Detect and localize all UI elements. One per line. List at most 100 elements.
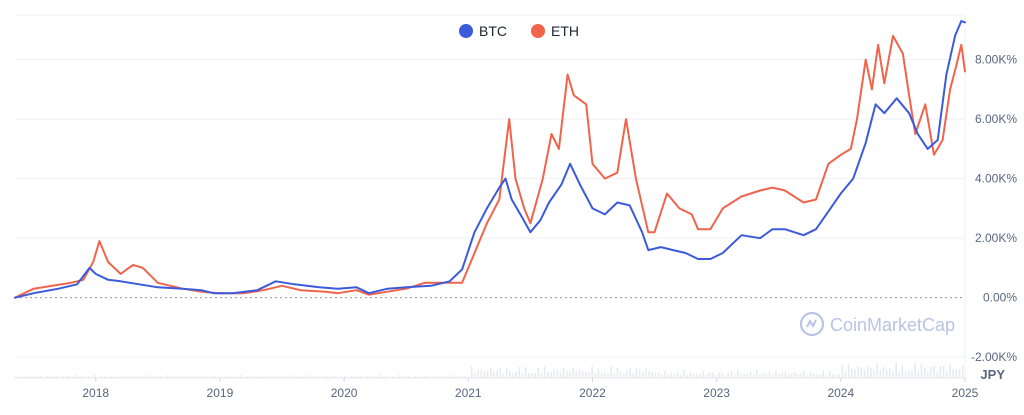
volume-bar (268, 375, 270, 378)
volume-bar (939, 366, 942, 378)
volume-bar (667, 374, 669, 378)
volume-bar (505, 368, 508, 378)
volume-bar (762, 373, 764, 378)
volume-bar (255, 376, 258, 378)
volume-bar (771, 374, 774, 378)
x-tick-label: 2020 (331, 386, 358, 400)
volume-bar (933, 365, 935, 378)
volume-bar (312, 375, 315, 378)
volume-bar (819, 374, 821, 378)
volume-bar (569, 371, 571, 378)
x-axis-ticks: 2018 2019 2020 2021 2022 2023 2024 2025 (15, 377, 979, 400)
volume-bar (765, 373, 768, 378)
volume-bar (540, 373, 543, 378)
volume-bar (775, 370, 777, 378)
volume-bar (490, 367, 492, 378)
volume-bar (195, 375, 198, 378)
x-tick-label: 2022 (579, 386, 606, 400)
volume-bar (284, 376, 286, 378)
volume-bar (224, 376, 226, 378)
coinmarketcap-logo-icon (799, 311, 825, 337)
volume-bar (730, 371, 733, 378)
watermark-text: CoinMarketCap (830, 315, 955, 335)
volume-bar (566, 370, 568, 378)
volume-bar (328, 376, 331, 378)
volume-bar (936, 371, 939, 378)
volume-bar (246, 376, 248, 378)
volume-bar (515, 371, 517, 378)
volume-bar (591, 366, 593, 378)
volume-bar (303, 376, 305, 378)
volume-bar (648, 370, 650, 378)
volume-bar (366, 376, 369, 378)
volume-bar (961, 365, 964, 378)
volume-bar (220, 375, 223, 378)
volume-bar (477, 369, 479, 378)
volume-bar (157, 376, 160, 378)
volume-bar (816, 374, 818, 378)
volume-bar (347, 376, 350, 378)
volume-bar (904, 371, 907, 378)
volume-bar (768, 372, 771, 378)
volume-bar (835, 374, 837, 378)
volume-bar (585, 371, 587, 378)
volume-bar (882, 367, 885, 378)
volume-bar (277, 375, 280, 378)
volume-bar (372, 376, 375, 378)
volume-bar (562, 367, 565, 378)
volume-bar (743, 374, 745, 378)
grid-lines (15, 14, 966, 378)
volume-bar (353, 375, 356, 378)
volume-bar (56, 375, 58, 378)
volume-bar (588, 372, 590, 378)
volume-bar (414, 375, 416, 378)
volume-bar (708, 372, 711, 378)
volume-bar (376, 376, 378, 378)
series-line-eth (14, 34, 966, 299)
volume-bar (53, 376, 55, 378)
volume-bar (661, 374, 663, 378)
volume-bar (173, 375, 175, 378)
volume-bars (15, 362, 964, 378)
volume-bar (369, 376, 372, 378)
volume-bar (749, 371, 752, 378)
volume-bar (100, 375, 103, 378)
volume-bar (24, 376, 27, 378)
volume-bar (455, 376, 457, 378)
volume-bar (395, 376, 397, 378)
volume-bar (357, 376, 359, 378)
volume-bar (822, 370, 825, 378)
volume-bar (654, 372, 657, 378)
volume-bar (445, 375, 448, 378)
volume-bar (116, 376, 118, 378)
volume-bar (338, 376, 340, 378)
volume-bar (322, 376, 324, 378)
volume-bar (496, 370, 498, 378)
volume-bar (600, 373, 603, 378)
volume-bar (923, 367, 926, 378)
volume-bar (442, 376, 445, 378)
volume-bar (806, 374, 809, 378)
volume-bar (721, 372, 723, 378)
volume-bar (433, 375, 435, 378)
volume-bar (40, 375, 42, 378)
volume-bar (632, 373, 635, 378)
volume-bar (122, 375, 125, 378)
volume-bar (15, 376, 17, 378)
volume-bar (863, 369, 866, 378)
volume-bar (211, 376, 213, 378)
volume-bar (502, 372, 505, 378)
volume-bar (43, 376, 46, 378)
volume-bar (138, 376, 141, 378)
volume-bar (711, 372, 714, 378)
volume-bar (784, 371, 787, 378)
volume-bar (537, 367, 540, 378)
volume-bar (160, 375, 163, 378)
volume-bar (281, 376, 283, 378)
y-tick-label: 2.00K% (975, 231, 1017, 245)
volume-bar (895, 362, 897, 378)
volume-bar (676, 372, 679, 378)
volume-bar (949, 363, 951, 378)
volume-bar (296, 376, 299, 378)
